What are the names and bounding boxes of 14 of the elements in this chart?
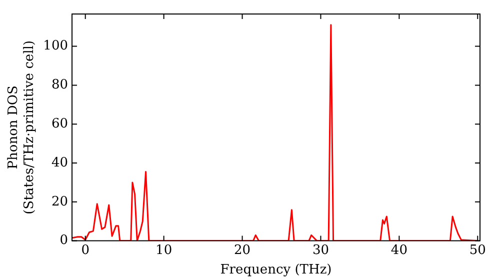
x-tick-label: 50	[469, 242, 486, 258]
y-tick-label: 20	[51, 194, 68, 210]
x-axis-title: Frequency (THz)	[220, 262, 332, 278]
y-tick-label: 40	[51, 155, 68, 170]
x-tick-label: 10	[156, 242, 172, 258]
x-tick-label: 40	[390, 242, 408, 258]
y-tick-label: 100	[43, 38, 68, 54]
y-tick-label: 80	[51, 78, 68, 93]
x-tick-label: 30	[312, 242, 329, 258]
y-tick-label: 60	[51, 116, 68, 132]
x-tick-label: 20	[234, 242, 251, 258]
y-axis-title: Phonon DOS (States/THz·primitive cell)	[6, 40, 37, 214]
x-tick-label: 0	[81, 242, 90, 258]
y-tick-label: 0	[60, 233, 68, 248]
